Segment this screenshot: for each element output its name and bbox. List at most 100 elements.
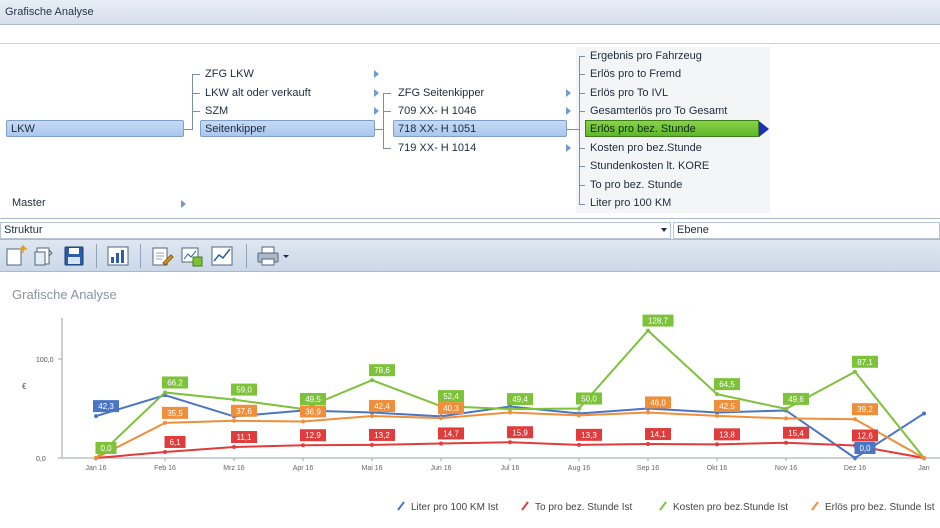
tree-connector — [567, 129, 579, 130]
tree-node-lkw-alt[interactable]: LKW alt oder verkauft — [205, 85, 311, 102]
tree-connector — [579, 185, 585, 186]
tree-node-718[interactable]: 718 XX- H 1051 — [393, 120, 567, 137]
data-point — [715, 442, 719, 447]
export-chart-button[interactable] — [180, 244, 204, 268]
kpi-item-label: To pro bez. Stunde — [590, 179, 683, 191]
expand-arrow-icon[interactable] — [374, 70, 379, 78]
tree-node-seitenkipper[interactable]: Seitenkipper — [200, 120, 375, 137]
data-label: 49,4 — [512, 395, 528, 404]
expand-arrow-icon[interactable] — [374, 107, 379, 115]
tree-node-zfg-lkw[interactable]: ZFG LKW — [205, 66, 254, 83]
data-label-box — [852, 429, 878, 442]
tree-node-label: LKW — [11, 123, 35, 135]
data-point — [577, 442, 581, 447]
data-point — [784, 416, 788, 421]
tree-connector — [579, 74, 585, 75]
print-button[interactable] — [256, 244, 292, 268]
chart-button[interactable] — [106, 244, 130, 268]
new-icon — [6, 245, 27, 266]
new-button[interactable] — [4, 244, 28, 268]
data-point — [508, 440, 512, 445]
expand-arrow-icon[interactable] — [374, 89, 379, 97]
data-point — [508, 407, 512, 412]
data-point — [715, 413, 719, 418]
tree-connector — [579, 56, 580, 204]
data-point — [301, 443, 305, 448]
kpi-item-label: Stundenkosten lt. KORE — [590, 160, 710, 172]
expand-arrow-icon[interactable] — [566, 89, 571, 97]
kpi-item-gesamterloes[interactable]: Gesamterlös pro To Gesamt — [590, 103, 727, 120]
data-label: 13,8 — [719, 430, 735, 439]
data-label: 11,1 — [237, 433, 253, 442]
tree-node-label: 718 XX- H 1051 — [398, 123, 477, 135]
tree-connector — [579, 93, 585, 94]
tree-node-709[interactable]: 709 XX- H 1046 — [398, 103, 476, 120]
x-tick-label: Jan 16 — [85, 465, 106, 472]
ebene-select[interactable]: Ebene — [673, 222, 940, 239]
x-tick-label: Feb 16 — [154, 465, 176, 472]
tree-node-szm[interactable]: SZM — [205, 103, 228, 120]
data-label-box — [783, 426, 809, 439]
tree-node-lkw[interactable]: LKW — [6, 120, 184, 137]
line-chart-button[interactable] — [210, 244, 234, 268]
kpi-item-erloes-ivl[interactable]: Erlös pro To IVL — [590, 85, 668, 102]
data-label-box — [507, 426, 533, 439]
chevron-down-icon[interactable] — [661, 228, 667, 232]
edit-icon — [152, 247, 174, 266]
kpi-item-liter[interactable]: Liter pro 100 KM — [590, 195, 671, 212]
x-tick-label: Apr 16 — [293, 465, 314, 472]
data-label: 49,5 — [305, 395, 321, 404]
data-point — [646, 328, 650, 333]
data-label: 14,1 — [650, 430, 666, 439]
data-label: 39,2 — [857, 405, 873, 414]
kpi-item-stundenkosten[interactable]: Stundenkosten lt. KORE — [590, 158, 709, 175]
kpi-item-to-stunde[interactable]: To pro bez. Stunde — [590, 177, 682, 194]
tree-node-label: SZM — [205, 105, 229, 117]
legend-swatch — [811, 501, 819, 511]
kpi-item-kosten-stunde[interactable]: Kosten pro bez.Stunde — [590, 140, 702, 157]
hierarchy-tree: LKW Master ZFG LKW LKW alt oder verkauft… — [0, 45, 940, 215]
expand-arrow-icon[interactable] — [566, 144, 571, 152]
kpi-item-erloes-fremd[interactable]: Erlös pro to Fremd — [590, 66, 681, 83]
print-icon — [257, 246, 289, 266]
struktur-select[interactable]: Struktur — [0, 222, 671, 239]
data-point — [922, 411, 926, 416]
data-point — [370, 378, 374, 383]
x-tick-label: Jun 16 — [430, 465, 451, 472]
legend-swatch — [397, 501, 405, 511]
data-label-box — [95, 442, 117, 454]
data-label-box — [231, 383, 257, 396]
tree-node-master[interactable]: Master — [12, 195, 46, 212]
data-label: 0,0 — [100, 444, 112, 453]
save-button[interactable] — [62, 244, 86, 268]
chart-toolbar — [0, 240, 940, 272]
kpi-item-erloes-stunde[interactable]: Erlös pro bez. Stunde — [585, 120, 759, 137]
open-button[interactable] — [32, 244, 56, 268]
y-tick-label: 0,0 — [36, 456, 46, 463]
data-label-box — [783, 392, 809, 405]
data-label-box — [642, 314, 674, 327]
legend-item: Kosten pro bez.Stunde Ist — [673, 502, 788, 513]
data-label: 42,3 — [98, 402, 114, 411]
data-point — [163, 449, 167, 454]
ebene-select-value: Ebene — [677, 224, 709, 236]
expand-arrow-icon[interactable] — [181, 200, 186, 208]
data-point — [439, 441, 443, 446]
data-label-box — [162, 376, 188, 389]
data-label-box — [854, 442, 876, 454]
data-label: 42,5 — [719, 402, 735, 411]
data-point — [646, 410, 650, 415]
expand-arrow-icon[interactable] — [566, 107, 571, 115]
data-label: 66,2 — [167, 378, 183, 387]
tree-node-label: Seitenkipper — [205, 123, 267, 135]
data-point — [163, 390, 167, 395]
kpi-item-ergebnis[interactable]: Ergebnis pro Fahrzeug — [590, 48, 702, 65]
data-label-box — [300, 429, 326, 442]
data-label: 87,1 — [857, 358, 873, 367]
tree-node-719[interactable]: 719 XX- H 1014 — [398, 140, 476, 157]
data-label-box — [162, 406, 188, 419]
tree-node-zfg-seitenkipper[interactable]: ZFG Seitenkipper — [398, 85, 484, 102]
data-label: 13,3 — [581, 431, 597, 440]
chart-icon — [107, 246, 129, 266]
edit-button[interactable] — [150, 244, 174, 268]
